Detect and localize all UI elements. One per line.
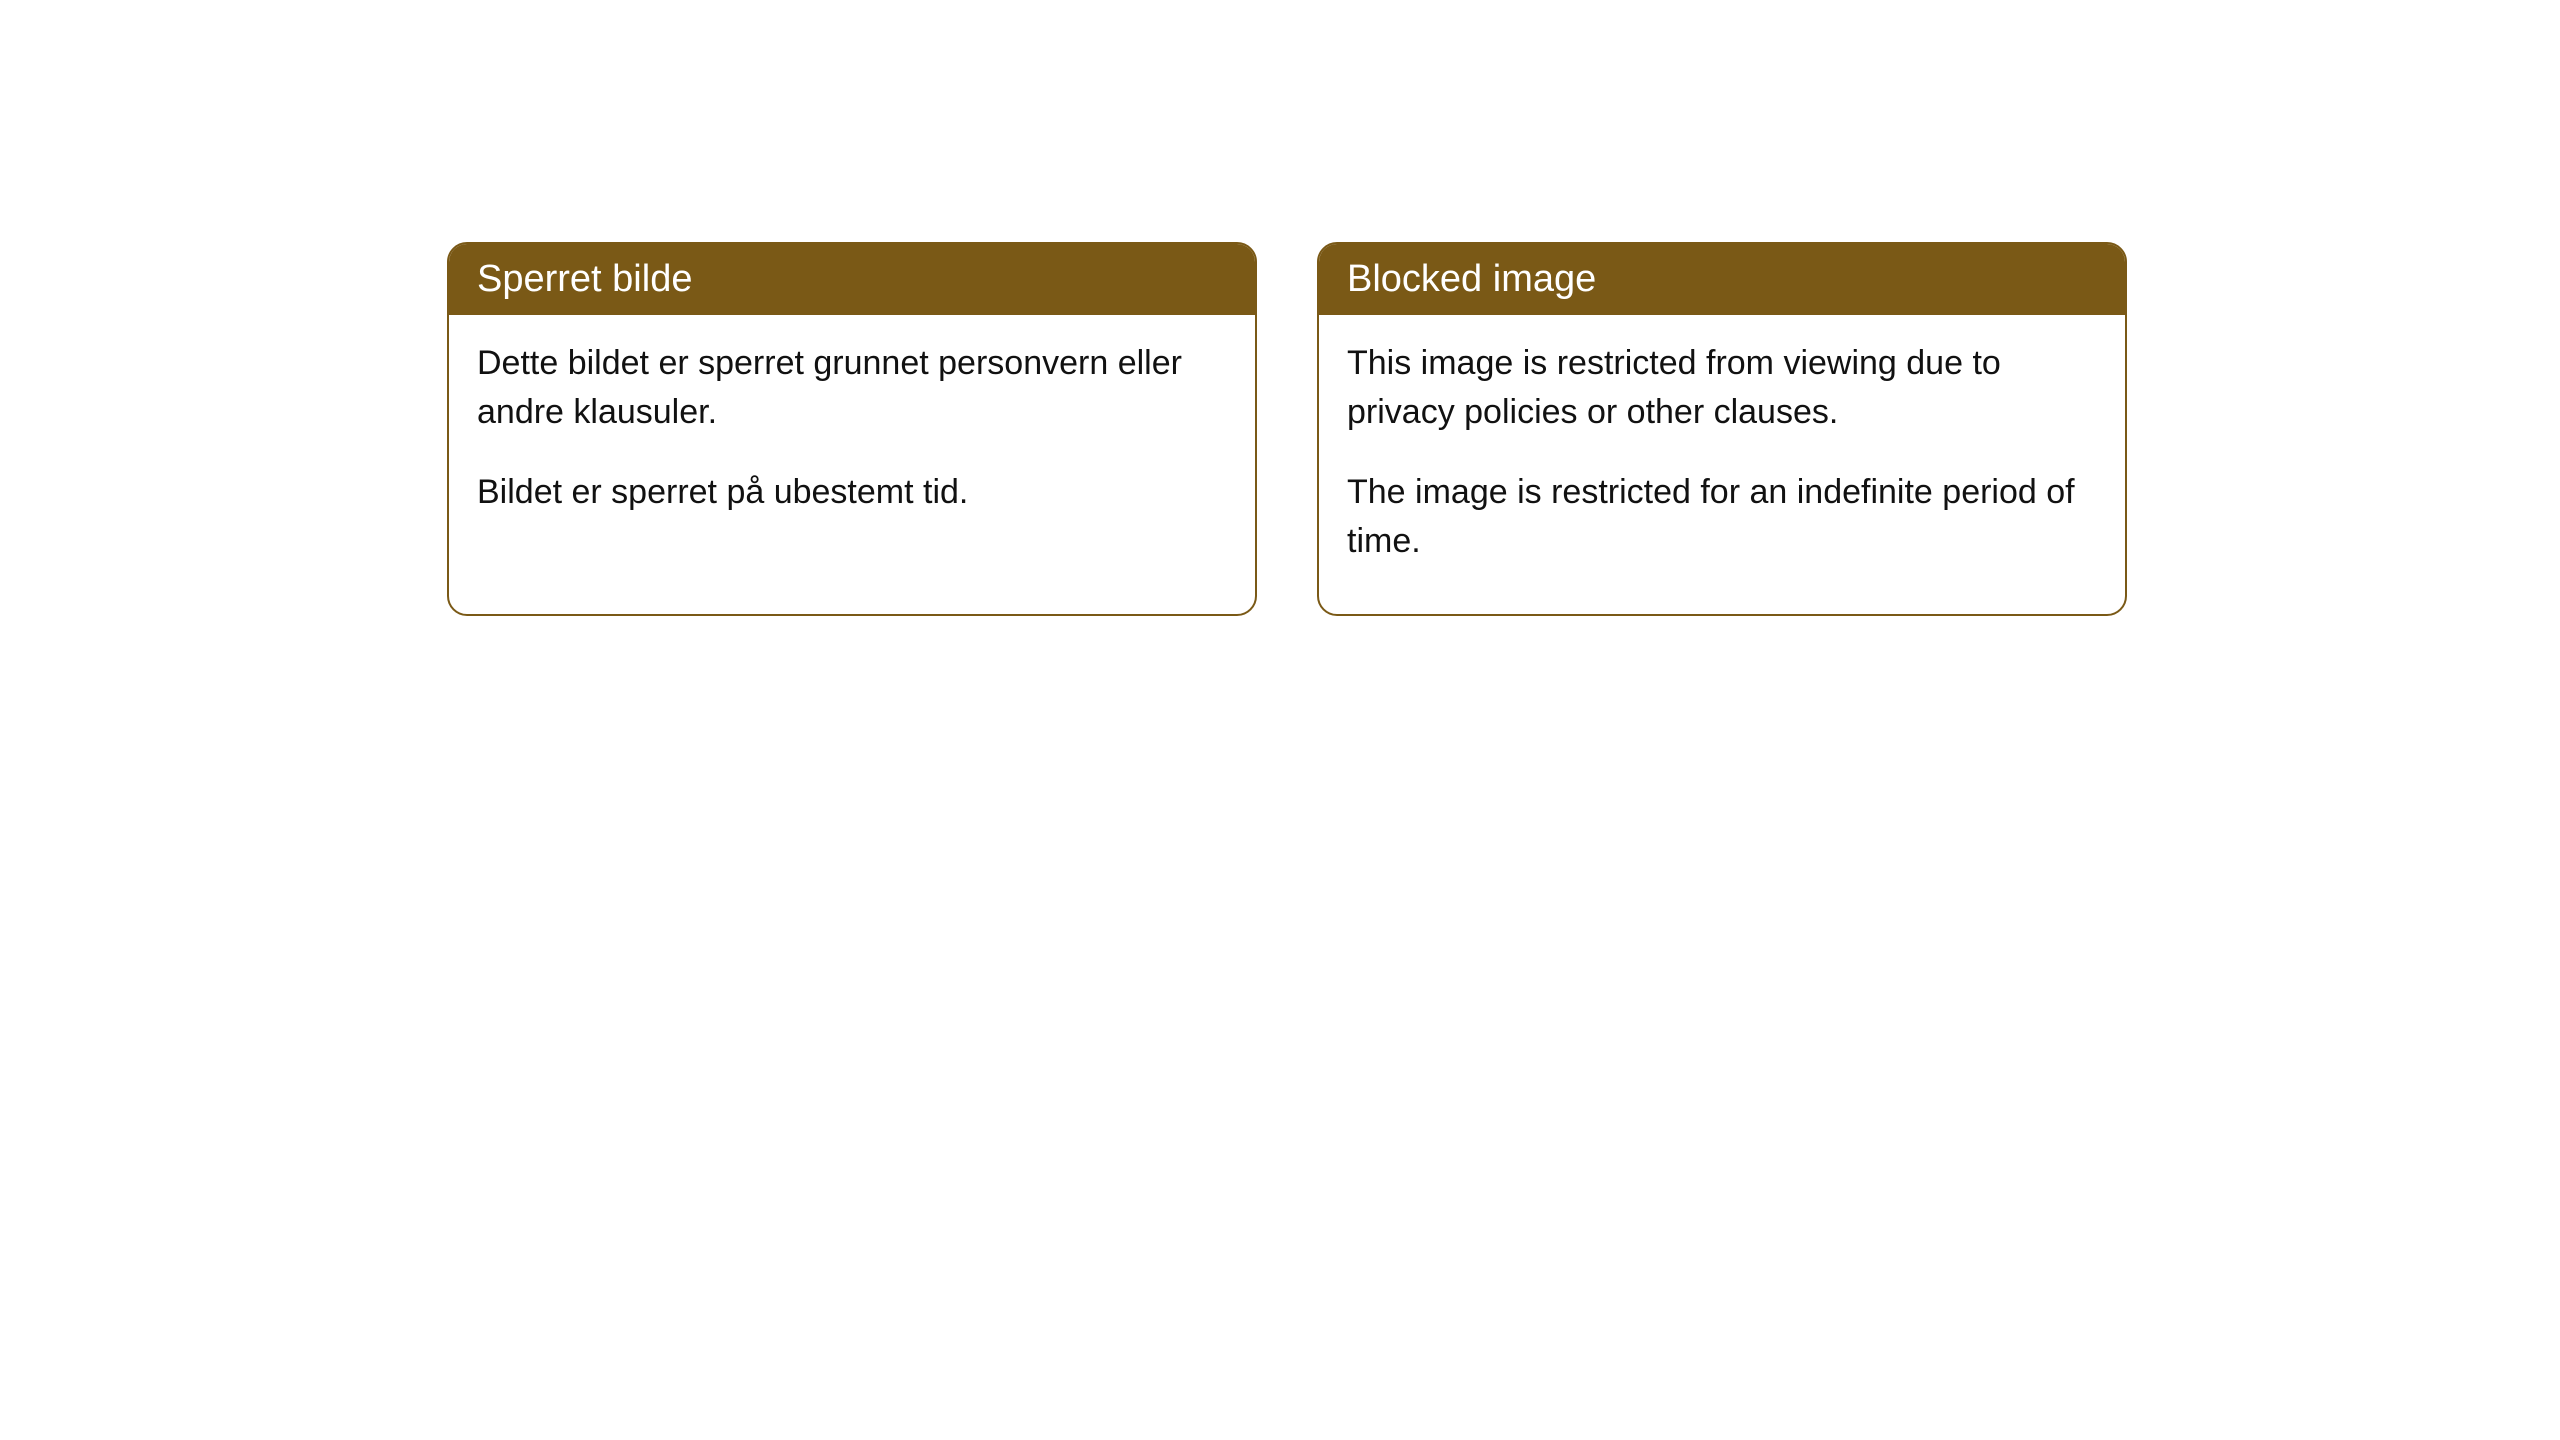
blocked-image-card-nb: Sperret bilde Dette bildet er sperret gr… — [447, 242, 1257, 616]
notice-cards-container: Sperret bilde Dette bildet er sperret gr… — [447, 242, 2127, 616]
card-body-text: This image is restricted from viewing du… — [1347, 339, 2097, 438]
card-body-text: The image is restricted for an indefinit… — [1347, 468, 2097, 567]
card-header: Sperret bilde — [449, 244, 1255, 315]
card-body: This image is restricted from viewing du… — [1319, 315, 2125, 614]
card-title: Sperret bilde — [477, 258, 692, 300]
card-title: Blocked image — [1347, 258, 1596, 300]
blocked-image-card-en: Blocked image This image is restricted f… — [1317, 242, 2127, 616]
card-body-text: Bildet er sperret på ubestemt tid. — [477, 468, 1227, 517]
card-body: Dette bildet er sperret grunnet personve… — [449, 315, 1255, 565]
card-header: Blocked image — [1319, 244, 2125, 315]
card-body-text: Dette bildet er sperret grunnet personve… — [477, 339, 1227, 438]
